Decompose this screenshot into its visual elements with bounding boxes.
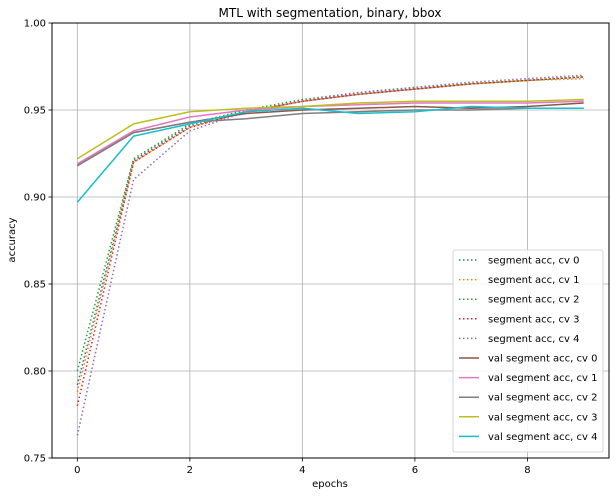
x-axis-label: epochs [312,479,348,490]
legend-label: segment acc, cv 2 [488,295,579,306]
x-tick-label: 8 [524,465,530,476]
series-line-2 [76,76,584,372]
x-tick-label: 0 [74,465,80,476]
series-line-3 [76,76,584,406]
x-tick-label: 4 [299,465,305,476]
plot-frame [51,22,610,459]
y-tick-label: 0.95 [24,106,46,117]
series-line-1 [76,77,584,393]
legend-label: segment acc, cv 0 [488,256,579,267]
y-axis-ticks: 0.75 0.80 0.85 0.90 0.95 1.00 [24,19,52,465]
y-axis-label: accuracy [7,217,18,262]
x-axis-ticks: 0 2 4 6 8 [74,458,531,476]
y-tick-label: 0.75 [24,454,46,465]
x-tick-label: 2 [187,465,193,476]
legend: segment acc, cv 0 segment acc, cv 1 segmen… [452,249,604,453]
chart-title: MTL with segmentation, binary, bbox [219,6,442,20]
legend-label: val segment acc, cv 4 [488,432,597,443]
legend-label: val segment acc, cv 3 [488,412,597,423]
legend-label: val segment acc, cv 2 [488,393,597,404]
legend-label: val segment acc, cv 0 [488,354,597,365]
series-line-4 [76,74,584,436]
legend-label: segment acc, cv 4 [488,334,579,345]
series-line-7 [76,107,584,167]
series-line-9 [76,105,584,203]
y-tick-label: 0.85 [24,280,46,291]
series-line-8 [76,98,584,160]
legend-label: val segment acc, cv 1 [488,373,597,384]
series-line-6 [76,100,584,165]
legend-label: segment acc, cv 3 [488,314,579,325]
x-tick-label: 6 [412,465,418,476]
y-tick-label: 0.80 [24,367,46,378]
legend-label: segment acc, cv 1 [488,275,579,286]
legend-box [452,249,604,453]
y-tick-label: 1.00 [24,19,46,30]
series-layer [76,74,584,436]
y-tick-label: 0.90 [24,193,46,204]
